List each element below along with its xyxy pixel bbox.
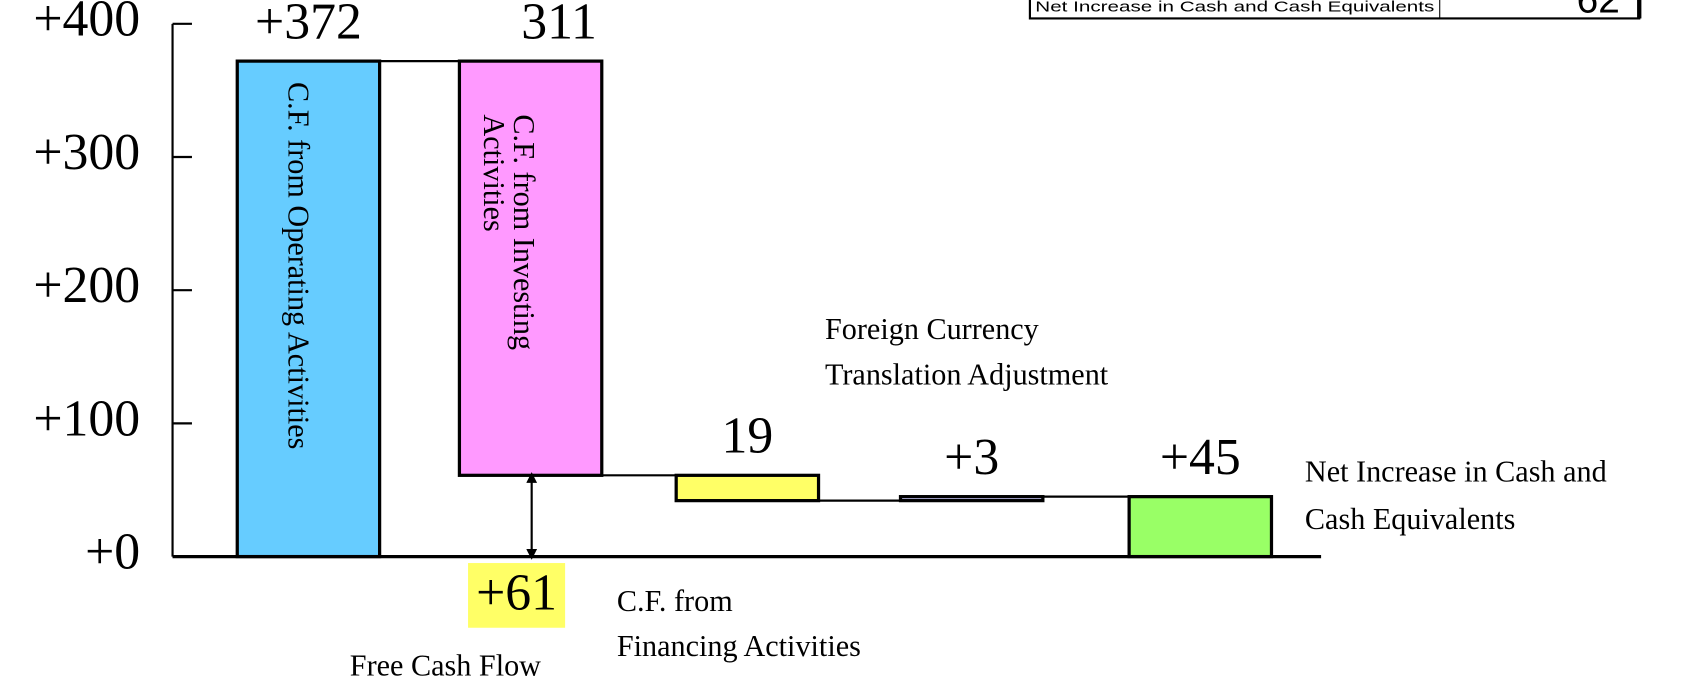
value-label: 19 — [721, 408, 773, 465]
y-tick-label: +200 — [33, 257, 140, 314]
fcf-label: Free Cash Flow — [350, 649, 541, 683]
category-label: Net Increase in Cash and — [1305, 455, 1607, 489]
value-label: 311 — [521, 0, 597, 50]
category-label: Financing Activities — [617, 629, 861, 663]
bar — [1127, 495, 1274, 559]
value-label: +372 — [255, 0, 362, 50]
table-label: Net Increase in Cash and Cash Equivalent… — [1035, 0, 1434, 16]
category-label: Foreign Currency — [825, 312, 1039, 346]
category-label: C.F. from — [617, 584, 733, 618]
y-tick-label: +400 — [33, 0, 140, 48]
bar — [235, 59, 382, 559]
category-label: Activities — [477, 114, 511, 231]
summary-table: Net Increase in Cash and Cash Equivalent… — [1028, 0, 1642, 22]
fcf-value-label: +61 — [476, 564, 557, 621]
bar — [898, 495, 1045, 503]
category-label: Translation Adjustment — [825, 357, 1109, 391]
y-tick-label: +100 — [33, 390, 140, 447]
category-label: Cash Equivalents — [1305, 502, 1515, 536]
bar — [457, 59, 604, 477]
value-label: +3 — [944, 429, 999, 486]
value-label: +45 — [1160, 429, 1241, 486]
bar — [674, 473, 821, 503]
category-label: C.F. from Investing — [507, 114, 541, 350]
y-tick-label: +300 — [33, 124, 140, 181]
category-label: C.F. from Operating Activities — [282, 82, 316, 449]
fcf-highlight — [468, 563, 566, 628]
table-value: 62 — [1577, 0, 1620, 22]
y-tick-label: +0 — [85, 523, 140, 580]
